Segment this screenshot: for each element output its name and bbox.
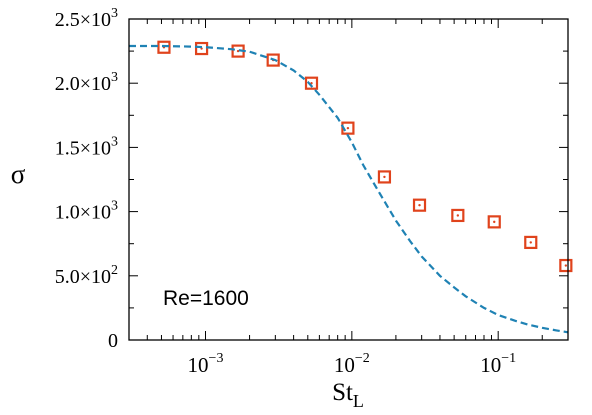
x-tick-label: 10−3 [188, 351, 224, 377]
y-tick-label: 1.5×103 [55, 134, 118, 159]
plot-area [129, 40, 573, 334]
x-tick-label: 10−1 [480, 351, 516, 377]
y-tick-label: 2.0×103 [55, 70, 118, 95]
x-tick-label: 10−2 [334, 351, 370, 377]
y-tick-label: 5.0×102 [55, 263, 118, 288]
x-axis-label: StL [332, 379, 364, 411]
y-axis: 0 5.0×102 1.0×103 1.5×103 2.0×103 2.5×103 [55, 6, 568, 352]
data-point [559, 258, 573, 273]
data-point [194, 41, 209, 56]
y-tick-label: 0 [108, 330, 118, 352]
data-point [487, 215, 501, 229]
data-point [377, 170, 392, 184]
y-tick-label: 2.5×103 [55, 6, 118, 31]
data-point [451, 208, 465, 223]
y-axis-label: σ [11, 159, 26, 189]
data-point [157, 40, 171, 54]
data-point [524, 235, 538, 250]
annotation-re: Re=1600 [163, 287, 249, 310]
data-point [412, 198, 427, 212]
y-tick-label: 1.0×103 [55, 199, 118, 224]
x-axis: 10−3 10−2 10−1 [128, 19, 569, 377]
